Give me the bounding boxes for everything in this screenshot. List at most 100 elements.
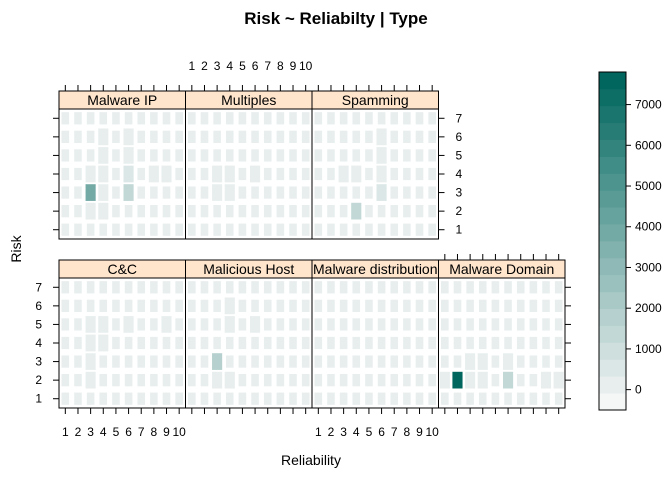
panel-2: Malware distribution <box>311 259 439 409</box>
heatmap-bg-cell <box>415 392 424 405</box>
heatmap-bg-cell <box>415 167 424 181</box>
heatmap-bg-cell <box>352 186 361 199</box>
heatmap-bg-cell <box>74 149 82 162</box>
y-axis-label: Risk <box>8 234 24 262</box>
heatmap-cell <box>439 371 450 389</box>
heatmap-bg-cell <box>478 299 487 312</box>
heatmap-bg-cell <box>339 355 348 368</box>
x-tick-label: 9 <box>163 425 170 439</box>
heatmap-bg-cell <box>377 112 386 125</box>
heatmap-bg-cell <box>263 149 272 162</box>
heatmap-bg-cell <box>263 336 272 350</box>
axes: 1 2 3 4 5 6 7 8 9 10 1 2 3 4 5 6 7 8 9 101 2 3 4 5 6 7 8 9 101234567… <box>35 59 571 439</box>
heatmap-bg-cell <box>441 281 449 294</box>
heatmap-bg-cell <box>276 205 285 218</box>
heatmap-bg-cell <box>99 223 108 236</box>
heatmap-bg-cell <box>301 318 310 331</box>
heatmap-bg-cell <box>289 186 297 199</box>
heatmap-cell <box>351 165 362 183</box>
heatmap-bg-cell <box>377 281 386 294</box>
heatmap-bg-cell <box>529 281 538 294</box>
heatmap-cell <box>212 184 223 201</box>
heatmap-cell <box>224 184 235 201</box>
heatmap-bg-cell <box>276 130 285 143</box>
heatmap-bg-cell <box>112 167 120 181</box>
heatmap-cell <box>85 371 96 389</box>
heatmap-cell <box>161 316 172 333</box>
heatmap-cell <box>452 371 463 389</box>
heatmap-bg-cell <box>251 149 259 162</box>
heatmap-bg-cell <box>200 374 209 387</box>
heatmap-cell <box>250 165 261 183</box>
heatmap-bg-cell <box>238 392 247 405</box>
heatmap-bg-cell <box>403 205 411 218</box>
heatmap-bg-cell <box>529 299 538 312</box>
heatmap-bg-cell <box>365 223 373 236</box>
heatmap-bg-cell <box>276 299 285 312</box>
heatmap-cell <box>98 184 109 201</box>
heatmap-bg-cell <box>124 281 133 294</box>
heatmap-bg-cell <box>377 318 386 331</box>
heatmap-bg-cell <box>314 374 323 387</box>
x-tick-label: 1 <box>62 425 69 439</box>
heatmap-bg-cell <box>327 167 335 181</box>
heatmap-bg-cell <box>112 281 120 294</box>
heatmap-bg-cell <box>150 205 158 218</box>
colorbar-tick-label: 4000 <box>635 220 662 234</box>
heatmap-bg-cell <box>542 281 550 294</box>
heatmap-bg-cell <box>213 392 221 405</box>
heatmap-bg-cell <box>124 205 133 218</box>
heatmap-bg-cell <box>415 186 424 199</box>
heatmap-bg-cell <box>339 281 348 294</box>
heatmap-bg-cell <box>365 205 373 218</box>
heatmap-bg-cell <box>377 205 386 218</box>
heatmap-cell <box>123 184 134 201</box>
heatmap-bg-cell <box>352 281 361 294</box>
heatmap-bg-cell <box>137 355 146 368</box>
heatmap-bg-cell <box>200 318 209 331</box>
heatmap-bg-cell <box>112 336 120 350</box>
heatmap-bg-cell <box>137 392 146 405</box>
x-tick-label: 2 <box>328 425 335 439</box>
heatmap-bg-cell <box>112 149 120 162</box>
heatmap-bg-cell <box>162 149 171 162</box>
heatmap-cell <box>224 316 235 333</box>
heatmap-bg-cell <box>403 223 411 236</box>
heatmap-cell <box>85 353 96 370</box>
heatmap-bg-cell <box>61 186 70 199</box>
heatmap-bg-cell <box>112 223 120 236</box>
heatmap-cell <box>98 316 109 333</box>
heatmap-bg-cell <box>162 223 171 236</box>
heatmap-bg-cell <box>238 130 247 143</box>
heatmap-bg-cell <box>200 167 209 181</box>
heatmap-bg-cell <box>428 281 436 294</box>
heatmap-cell <box>123 316 134 333</box>
heatmap-bg-cell <box>390 318 399 331</box>
heatmap-bg-cell <box>289 318 297 331</box>
heatmap-bg-cell <box>365 130 373 143</box>
colorbar-tick-label: 6000 <box>635 138 662 152</box>
heatmap-bg-cell <box>124 392 133 405</box>
x-tick-label: 9 <box>290 59 297 73</box>
colorbar-level <box>599 325 626 343</box>
heatmap-bg-cell <box>188 392 196 405</box>
heatmap-bg-cell <box>86 149 95 162</box>
heatmap-bg-cell <box>289 299 297 312</box>
heatmap-bg-cell <box>61 374 70 387</box>
x-tick-label: 8 <box>404 425 411 439</box>
heatmap-bg-cell <box>188 223 196 236</box>
heatmap-bg-cell <box>188 112 196 125</box>
heatmap-bg-cell <box>175 112 183 125</box>
heatmap-bg-cell <box>301 299 310 312</box>
heatmap-bg-cell <box>124 299 133 312</box>
heatmap-bg-cell <box>162 299 171 312</box>
heatmap-bg-cell <box>491 374 500 387</box>
heatmap-bg-cell <box>314 355 323 368</box>
y-tick-label: 7 <box>456 111 463 125</box>
heatmap-bg-cell <box>162 392 171 405</box>
heatmap-bg-cell <box>213 281 221 294</box>
heatmap-bg-cell <box>276 336 285 350</box>
heatmap-bg-cell <box>200 130 209 143</box>
heatmap-bg-cell <box>466 392 474 405</box>
heatmap-bg-cell <box>225 130 234 143</box>
